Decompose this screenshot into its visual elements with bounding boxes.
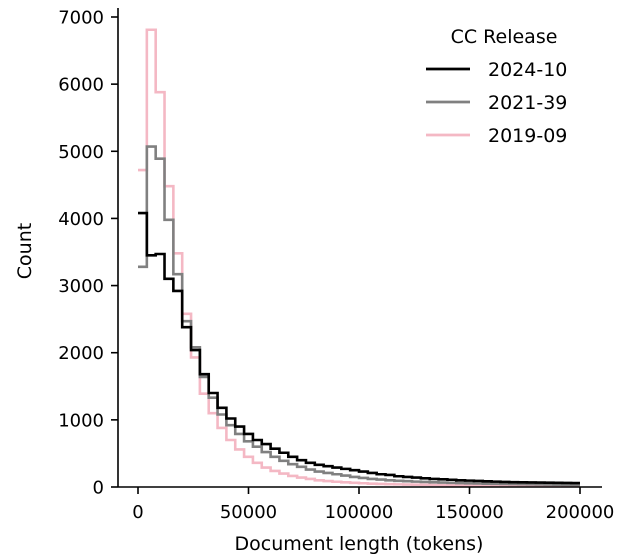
y-tick-label: 7000: [58, 8, 104, 29]
x-axis-label: Document length (tokens): [235, 533, 484, 555]
y-axis-label: Count: [14, 223, 36, 279]
series-line-2024-10: [138, 211, 580, 485]
series-line-2019-09: [138, 28, 580, 488]
y-tick-label: 5000: [58, 142, 104, 163]
y-tick-label: 3000: [58, 276, 104, 297]
x-tick-label: 200000: [546, 502, 615, 523]
series-line-2021-39: [138, 145, 580, 487]
x-tick-label: 150000: [435, 502, 504, 523]
y-tick-label: 6000: [58, 75, 104, 96]
legend-label: 2019-09: [488, 125, 567, 147]
legend: 2024-10 2021-39 2019-09: [426, 59, 567, 147]
legend-label: 2024-10: [488, 59, 567, 81]
axes: [117, 8, 602, 488]
legend-title: CC Release: [451, 26, 558, 48]
legend-label: 2021-39: [488, 92, 567, 114]
y-tick-label: 2000: [58, 343, 104, 364]
y-tick-label: 1000: [58, 410, 104, 431]
x-tick-label: 0: [132, 502, 143, 523]
x-tick-label: 100000: [325, 502, 394, 523]
y-tick-label: 4000: [58, 209, 104, 230]
series-layer: [138, 28, 580, 488]
x-tick-label: 50000: [220, 502, 277, 523]
tick-marks: 0 1000 2000 3000 4000 5000 6000 7000 0 50000 10000…: [58, 8, 614, 524]
y-tick-label: 0: [93, 478, 104, 499]
